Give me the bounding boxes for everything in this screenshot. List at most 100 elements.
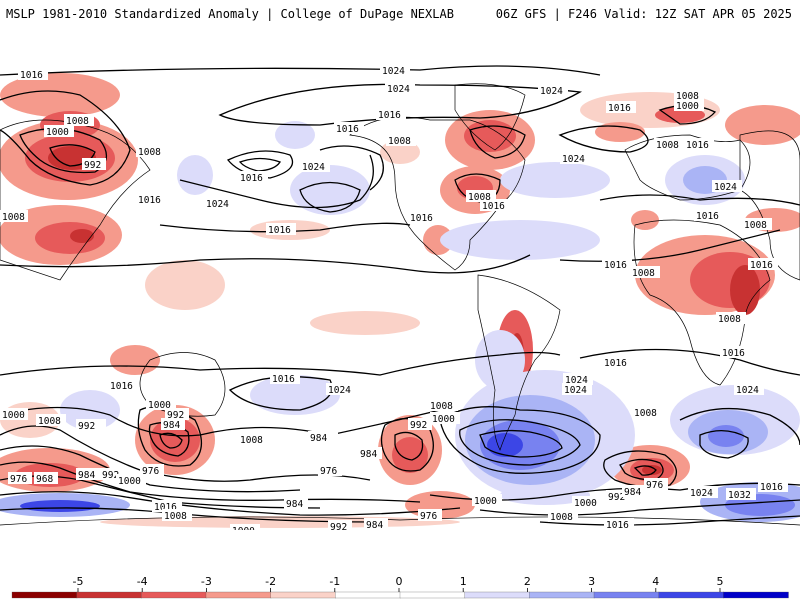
anomaly-area: [145, 260, 225, 310]
australia-coast: [139, 352, 226, 417]
isobar-label: 1024: [734, 383, 764, 396]
isobar-line: [539, 515, 800, 526]
isobar-label: 1008: [548, 510, 578, 523]
isobar-label: 976: [318, 464, 342, 477]
isobar-label: 1008: [716, 312, 746, 325]
isobar-line: [599, 194, 800, 206]
svg-text:1008: 1008: [656, 140, 679, 151]
isobar-label: 1024: [562, 383, 592, 396]
svg-text:992: 992: [78, 421, 95, 432]
isobar-label: 1000: [572, 496, 602, 509]
map-title: MSLP 1981-2010 Standardized Anomaly | Co…: [6, 7, 454, 21]
isobar-line: [0, 491, 461, 516]
anomaly-area: [20, 500, 100, 512]
svg-text:1016: 1016: [604, 260, 627, 271]
svg-text:1000: 1000: [232, 526, 255, 530]
antarctica-coast: [0, 516, 800, 526]
colorbar-segment: [723, 591, 789, 599]
isobar-line: [238, 157, 281, 172]
isobar-label: 1008: [632, 406, 662, 419]
isobar-label: 1008: [654, 138, 684, 151]
isobar-label: 1024: [560, 152, 590, 165]
svg-text:1016: 1016: [154, 502, 177, 513]
model-run-info: 06Z GFS | F246 Valid: 12Z SAT APR 05 202…: [495, 7, 792, 21]
svg-text:1016: 1016: [240, 173, 263, 184]
svg-text:1016: 1016: [604, 358, 627, 369]
isobar-label: 968: [34, 472, 58, 485]
svg-text:976: 976: [420, 511, 437, 522]
colorbar-segment: [205, 591, 272, 599]
svg-text:984: 984: [624, 487, 641, 498]
anomaly-area: [290, 165, 370, 215]
isobar-label: 1024: [688, 486, 718, 499]
isobar-label: 1016: [606, 101, 636, 114]
isobar-label: 1008: [162, 509, 192, 522]
isobar-label: 1024: [563, 373, 593, 386]
svg-text:992: 992: [608, 492, 625, 503]
svg-text:1008: 1008: [2, 212, 25, 223]
isobar-label: 976: [644, 478, 668, 491]
isobar-label: 1016: [408, 211, 438, 224]
isobar-label: 976: [140, 464, 164, 477]
isobar-line: [159, 222, 411, 233]
colorbar-segment: [658, 591, 724, 599]
isobar-label: 1016: [334, 122, 364, 135]
isobar-label: 1016: [376, 108, 406, 121]
isobar-label: 992: [408, 418, 432, 431]
colorbar: -5 -4 -3 -2 -1 0 1 2 3 4 5: [11, 575, 789, 599]
isobar-label: 1000: [674, 99, 704, 112]
isobar-label: 1000: [146, 398, 176, 411]
anomaly-area: [500, 485, 590, 505]
svg-text:1024: 1024: [714, 182, 737, 193]
svg-text:976: 976: [320, 466, 337, 477]
isobar-label: 984: [161, 418, 185, 431]
svg-text:992: 992: [84, 160, 101, 171]
svg-text:1024: 1024: [562, 154, 585, 165]
isobar-label: 984: [284, 497, 308, 510]
isobar-label: 1016: [720, 346, 750, 359]
svg-text:968: 968: [36, 474, 53, 485]
isobar-label: 1016: [18, 68, 48, 81]
svg-text:1008: 1008: [744, 220, 767, 231]
isobar-line: [0, 351, 561, 376]
isobar-label: 992: [165, 408, 189, 421]
svg-text:1008: 1008: [468, 192, 491, 203]
anomaly-area: [631, 210, 659, 230]
isobar-label: 976: [418, 509, 442, 522]
svg-text:1000: 1000: [118, 476, 141, 487]
isobar-label: 1008: [36, 414, 66, 427]
isobar-label: 1016: [270, 372, 300, 385]
colorbar-tick-label: 2: [524, 575, 531, 588]
isobar-label: 1016: [602, 258, 632, 271]
svg-text:1008: 1008: [632, 268, 655, 279]
colorbar-segment: [593, 591, 660, 599]
svg-text:1008: 1008: [430, 401, 453, 412]
isobar-label: 1000: [230, 524, 260, 530]
anomaly-area: [310, 311, 420, 335]
isobar-line: [394, 431, 424, 461]
isobar-line: [0, 254, 531, 274]
isobar-label: 1008: [0, 210, 28, 223]
isobar-line: [479, 429, 563, 458]
anomaly-area: [730, 265, 760, 315]
isobar-line: [558, 125, 649, 153]
isobar-labels: 1024 1024 1024 1016 1008 1000 992 1008 1…: [0, 64, 788, 530]
svg-text:1000: 1000: [474, 496, 497, 507]
isobar-label: 992: [76, 419, 106, 432]
colorbar-tick-label: 0: [396, 575, 403, 588]
svg-text:1024: 1024: [540, 86, 563, 97]
svg-text:1008: 1008: [550, 512, 573, 523]
svg-text:1016: 1016: [608, 103, 631, 114]
isobar-line: [459, 419, 581, 466]
europe-coast: [624, 134, 751, 201]
isobar-label: 984: [358, 447, 382, 460]
svg-text:984: 984: [163, 420, 180, 431]
colorbar-tick-label: 5: [717, 575, 724, 588]
anomaly-area: [440, 220, 600, 260]
anomaly-area: [725, 105, 800, 145]
svg-text:1008: 1008: [676, 91, 699, 102]
svg-text:1008: 1008: [164, 511, 187, 522]
isobar-label: 1008: [742, 218, 772, 231]
colorbar-tick-label: -5: [73, 575, 84, 588]
svg-text:1016: 1016: [750, 260, 773, 271]
